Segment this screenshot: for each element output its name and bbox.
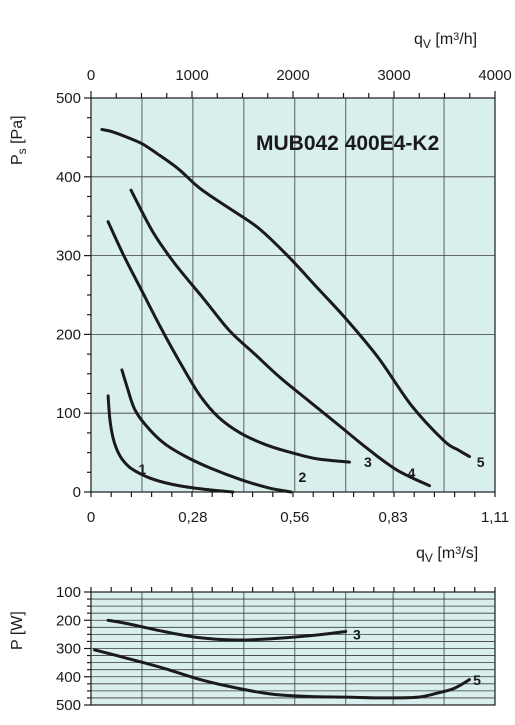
pressure-curve-5 — [100, 128, 471, 458]
power-y-tick-label: 400 — [56, 669, 81, 686]
curve-label-5: 5 — [477, 454, 485, 470]
pressure-x-tick-label: 1,11 — [481, 509, 509, 526]
curve-label-3: 3 — [364, 454, 372, 470]
pressure-grid — [91, 98, 495, 492]
power-curves: 35 — [93, 618, 481, 700]
power-y-tick-label: 500 — [56, 697, 81, 714]
power-curve-5 — [93, 648, 471, 700]
pressure-y-tick-label: 500 — [56, 90, 81, 107]
pressure-x-tick-label: 0,56 — [280, 509, 309, 526]
power-curve-label-5: 5 — [473, 672, 481, 688]
pressure-curve-1 — [106, 394, 235, 494]
pressure-x-tick-label: 0,28 — [178, 509, 207, 526]
power-curve-label-3: 3 — [353, 626, 361, 642]
chart-title: MUB042 400E4-K2 — [256, 132, 439, 155]
power-axes: 100 200 300 400 500 — [56, 584, 496, 714]
curve-label-4: 4 — [408, 465, 416, 481]
pressure-curve-2 — [120, 368, 293, 494]
top-x-tick-label: 4000 — [478, 67, 511, 84]
pressure-x-tick-label: 0,83 — [378, 509, 407, 526]
top-x-tick-label: 1000 — [175, 67, 208, 84]
pressure-curve-4 — [129, 188, 431, 488]
pressure-axes: 0 100 200 300 400 500 0 0,28 0,56 0,83 1,11 0 1000 20… — [56, 67, 512, 526]
power-y-tick-label: 300 — [56, 641, 81, 658]
top-x-tick-label: 3000 — [377, 67, 410, 84]
power-y-tick-label: 200 — [56, 612, 81, 629]
pressure-curves: 1 2 3 4 5 — [100, 128, 485, 494]
pressure-curve-3 — [106, 220, 351, 464]
curve-label-2: 2 — [298, 469, 306, 485]
power-grid — [91, 592, 495, 705]
pressure-y-tick-label: 200 — [56, 326, 81, 343]
top-x-tick-label: 2000 — [276, 67, 309, 84]
bottom-axis-label: qV [m3/s] — [416, 545, 478, 565]
curve-label-1: 1 — [138, 461, 146, 477]
pressure-y-tick-label: 300 — [56, 248, 81, 265]
pressure-x-tick-label: 0 — [87, 509, 95, 526]
pressure-y-tick-label: 100 — [56, 405, 81, 422]
power-curve-3 — [106, 618, 348, 642]
power-y-tick-label: 100 — [56, 584, 81, 601]
pressure-axis-label: Ps [Pa] — [9, 115, 29, 165]
top-x-tick-label: 0 — [87, 67, 95, 84]
power-axis-label: P [W] — [9, 611, 26, 650]
pressure-y-tick-label: 0 — [73, 484, 81, 501]
top-axis-label: qV [m3/h] — [414, 31, 477, 51]
pressure-y-tick-label: 400 — [56, 169, 81, 186]
